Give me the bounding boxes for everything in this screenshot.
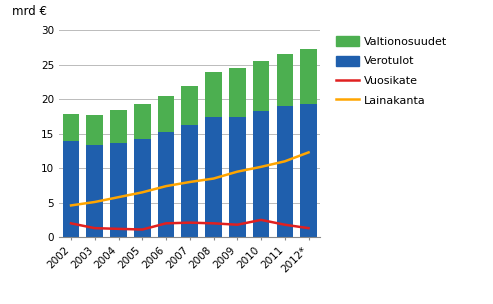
Bar xyxy=(110,110,127,143)
Bar xyxy=(300,49,317,104)
Bar xyxy=(134,104,150,139)
Bar xyxy=(181,85,198,125)
Bar xyxy=(158,132,175,237)
Bar xyxy=(229,116,246,237)
Bar xyxy=(253,61,269,111)
Bar xyxy=(205,72,222,116)
Text: mrd €: mrd € xyxy=(12,5,47,18)
Bar xyxy=(277,106,293,237)
Bar xyxy=(63,141,79,237)
Bar xyxy=(86,145,103,237)
Bar xyxy=(110,143,127,237)
Bar xyxy=(158,96,175,132)
Bar xyxy=(86,115,103,145)
Bar xyxy=(205,116,222,237)
Bar xyxy=(300,104,317,237)
Legend: Valtionosuudet, Verotulot, Vuosikate, Lainakanta: Valtionosuudet, Verotulot, Vuosikate, La… xyxy=(336,36,448,106)
Bar xyxy=(134,139,150,237)
Bar xyxy=(253,111,269,237)
Bar xyxy=(181,125,198,237)
Bar xyxy=(229,68,246,116)
Bar xyxy=(277,54,293,106)
Bar xyxy=(63,115,79,141)
